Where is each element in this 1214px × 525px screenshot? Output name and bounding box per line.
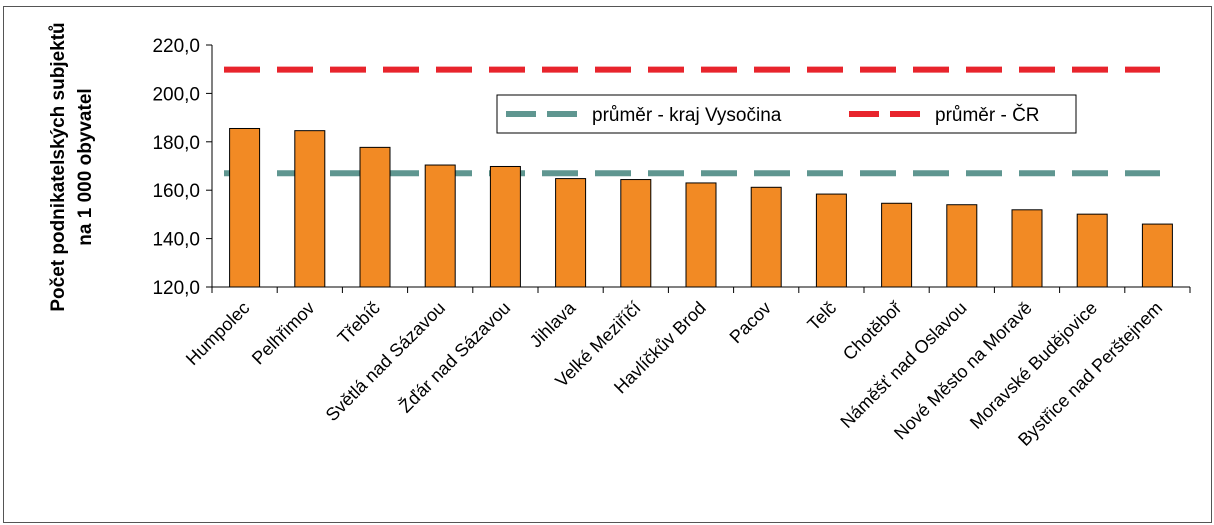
- y-tick-label: 200,0: [152, 84, 200, 105]
- legend-box: [496, 94, 1077, 134]
- x-tick-label: Pacov: [726, 298, 776, 348]
- x-tick-label: Pelhřimov: [248, 298, 319, 369]
- bar: [946, 204, 978, 288]
- bar: [1141, 223, 1173, 288]
- x-tick-label: Žďár nad Sázavou: [395, 298, 514, 417]
- y-axis-title: Počet podnikatelských subjektů na 1 000 o…: [48, 22, 96, 311]
- x-tick-label: Třebíč: [334, 298, 384, 348]
- bar: [1076, 213, 1108, 288]
- x-tick-label: Moravské Budějovice: [966, 298, 1101, 433]
- bar: [229, 127, 261, 288]
- y-ticks: 120,0 140,0 160,0 180,0 200,0 220,0: [152, 36, 212, 299]
- bar: [815, 193, 847, 288]
- bar-chart: Počet podnikatelských subjektů na 1 000 o…: [48, 22, 1191, 450]
- chart-frame: Počet podnikatelských subjektů na 1 000 o…: [3, 6, 1212, 523]
- bar: [881, 202, 913, 288]
- legend: průměr - kraj Vysočina průměr - ČR: [496, 94, 1077, 134]
- bar: [685, 182, 717, 288]
- axes: [211, 45, 1191, 293]
- y-tick-label: 180,0: [152, 133, 200, 154]
- bar: [750, 186, 782, 288]
- y-tick-label: 120,0: [152, 278, 200, 299]
- bar: [1011, 209, 1043, 288]
- legend-label-2: průměr - ČR: [935, 104, 1040, 126]
- bar: [620, 179, 652, 288]
- x-tick-label: Světlá nad Sázavou: [322, 298, 449, 425]
- x-tick-label: Chotěboř: [839, 297, 906, 364]
- y-tick-label: 220,0: [152, 36, 200, 57]
- x-tick-label: Humpolec: [182, 298, 253, 369]
- x-tick-label: Náměšť nad Oslavou: [836, 298, 970, 432]
- bar: [294, 130, 326, 288]
- bar: [424, 164, 456, 288]
- legend-label-1: průměr - kraj Vysočina: [592, 105, 782, 126]
- y-tick-label: 140,0: [152, 230, 200, 251]
- bars: [229, 127, 1173, 288]
- x-tick-label: Telč: [803, 298, 840, 335]
- bar: [359, 146, 391, 288]
- y-axis-title-line-1: Počet podnikatelských subjektů: [48, 22, 69, 311]
- bar: [555, 178, 587, 288]
- y-tick-label: 160,0: [152, 181, 200, 202]
- x-tick-label: Jihlava: [526, 297, 580, 351]
- y-axis-title-line-2: na 1 000 obyvatel: [75, 88, 96, 245]
- bar: [489, 165, 521, 288]
